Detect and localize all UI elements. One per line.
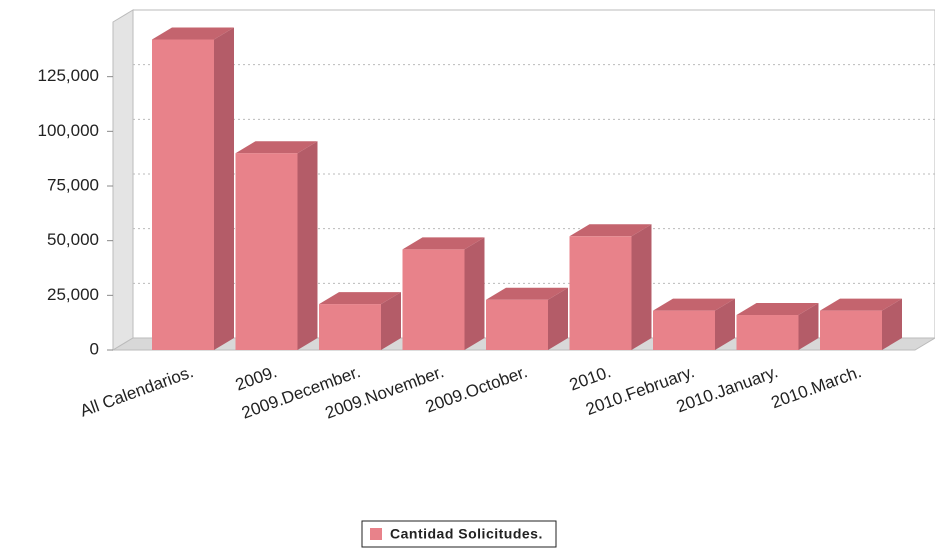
bar-top [736, 303, 819, 316]
y-tick-label: 75,000 [47, 175, 99, 194]
legend-label: Cantidad Solicitudes. [390, 526, 543, 542]
bar-top [235, 141, 318, 154]
y-tick-label: 125,000 [38, 66, 99, 85]
y-tick-label: 50,000 [47, 230, 99, 249]
bar-side [882, 298, 902, 350]
bar-top [569, 224, 652, 237]
y-tick-label: 0 [90, 339, 99, 358]
bar-side [214, 27, 234, 350]
bar-top [486, 287, 568, 300]
legend-swatch [370, 528, 382, 540]
bar [820, 310, 882, 350]
legend: Cantidad Solicitudes. [361, 520, 557, 548]
bar-top [653, 298, 735, 311]
bar [569, 236, 632, 350]
bar-top [402, 237, 485, 250]
bar [152, 39, 214, 350]
bar-side [631, 224, 652, 350]
bar-side [381, 292, 401, 350]
bar [486, 299, 548, 350]
bar-top [319, 292, 401, 305]
bar-side [297, 141, 318, 350]
x-tick-label: All Calendarios. [78, 362, 196, 421]
bar-side [548, 287, 568, 350]
bar [319, 304, 381, 350]
bar-side [464, 237, 485, 350]
y-tick-label: 100,000 [38, 121, 99, 140]
x-tick-label: 2009. [233, 362, 279, 394]
x-tick-label: 2010.March. [769, 362, 864, 412]
bar-side [798, 303, 819, 350]
bar [736, 315, 799, 350]
bar-top [152, 27, 234, 40]
bar [653, 310, 715, 350]
side-wall [112, 9, 134, 351]
bar-side [715, 298, 735, 350]
bar-top [820, 298, 902, 311]
bar [402, 249, 465, 350]
y-tick-label: 25,000 [47, 285, 99, 304]
bar [235, 153, 298, 350]
legend-box [361, 520, 557, 548]
x-tick-label: 2010. [567, 362, 613, 394]
